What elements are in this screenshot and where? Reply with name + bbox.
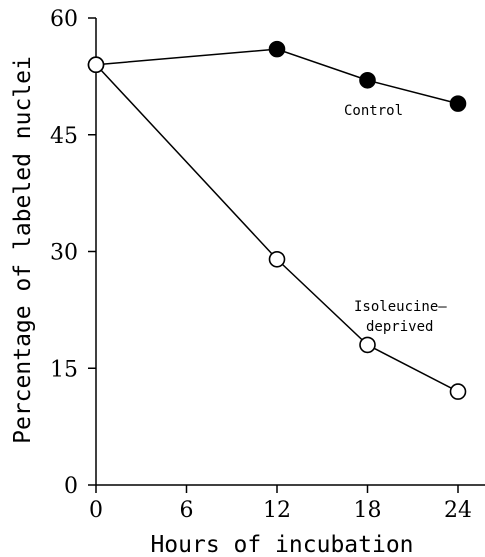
control-data-point xyxy=(359,71,376,89)
isoleucine-deprived-series-line xyxy=(95,64,459,393)
x-tick-label: 0 xyxy=(89,498,103,523)
y-tick-label: 45 xyxy=(50,124,78,149)
x-tick-label: 12 xyxy=(263,498,291,523)
x-axis-ticks: 0 6 12 18 24 xyxy=(89,485,472,523)
y-tick-label: 60 xyxy=(50,7,78,32)
isoleucine-deprived-data-point xyxy=(449,383,467,400)
isoleucine-series-label-line-2: deprived xyxy=(366,319,433,335)
y-tick-label: 0 xyxy=(64,474,78,499)
control-series-line xyxy=(95,48,459,105)
y-tick-label: 15 xyxy=(50,357,78,382)
y-axis-ticks: 0 15 30 45 60 xyxy=(50,7,96,499)
plot-frame xyxy=(95,18,485,486)
control-series-label: Control xyxy=(344,103,403,119)
isoleucine-deprived-data-point xyxy=(359,336,376,354)
isoleucine-deprived-data-point xyxy=(268,250,286,268)
y-axis-title: Percentage of labeled nuclei xyxy=(10,56,36,444)
isoleucine-series-label-line-1: Isoleucine– xyxy=(354,299,447,315)
x-axis-title: Hours of incubation xyxy=(150,532,413,557)
x-tick-label: 18 xyxy=(354,498,382,523)
y-tick-label: 30 xyxy=(50,241,78,266)
series-layer xyxy=(87,40,467,400)
isoleucine-deprived-data-point xyxy=(87,56,105,73)
x-tick-label: 24 xyxy=(444,498,472,523)
x-tick-label: 6 xyxy=(180,498,194,523)
control-data-point xyxy=(449,95,467,112)
control-data-point xyxy=(268,40,286,58)
